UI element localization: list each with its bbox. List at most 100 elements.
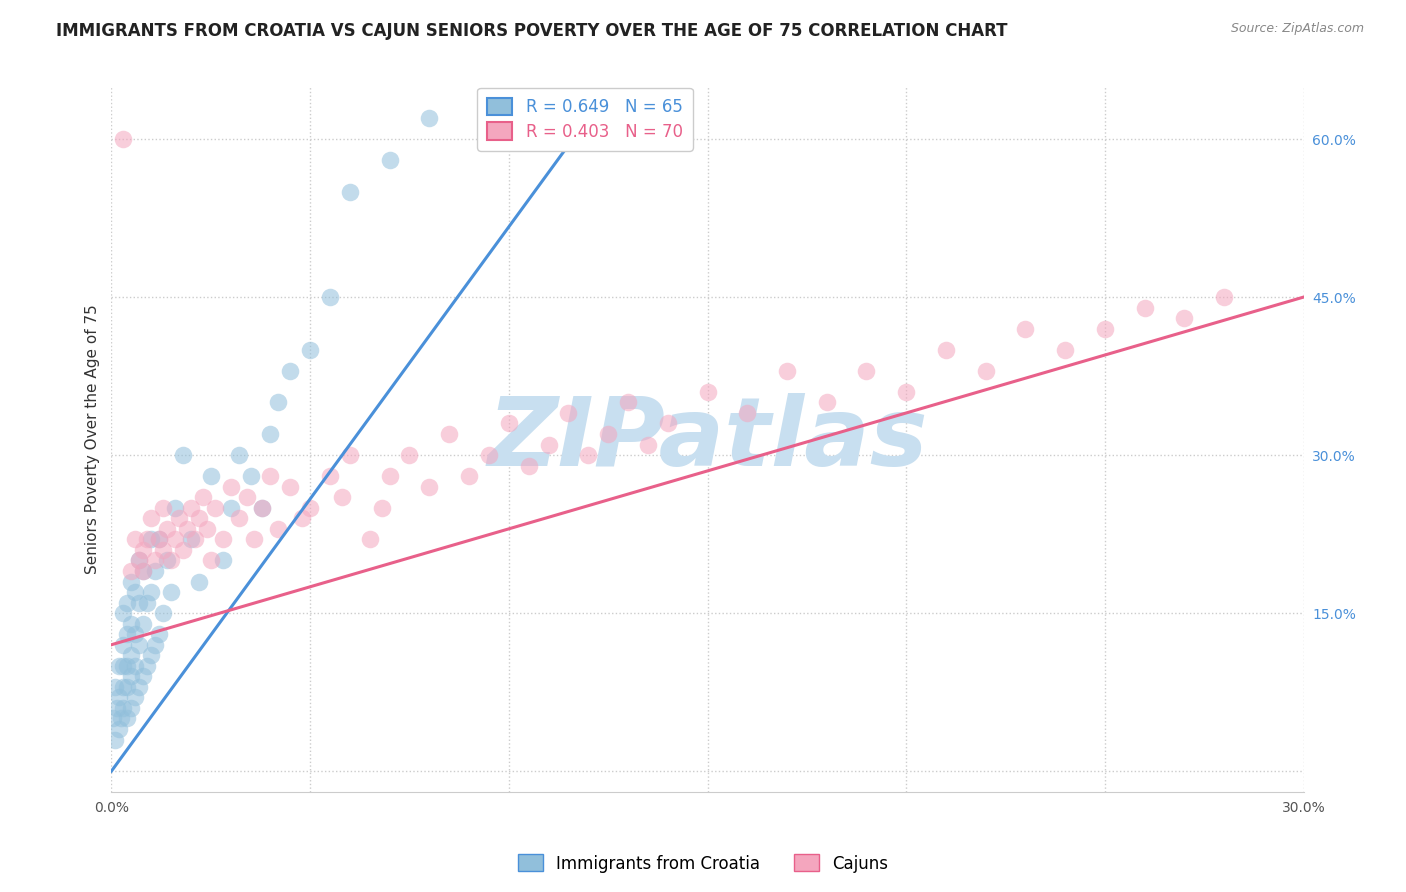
Point <box>370 500 392 515</box>
Point <box>120 574 142 589</box>
Point <box>117 658 139 673</box>
Point <box>219 480 242 494</box>
Point <box>110 711 132 725</box>
Point <box>103 711 125 725</box>
Point <box>176 522 198 536</box>
Point <box>132 669 155 683</box>
Point <box>132 542 155 557</box>
Point <box>132 564 155 578</box>
Point <box>112 658 135 673</box>
Legend: Immigrants from Croatia, Cajuns: Immigrants from Croatia, Cajuns <box>512 847 894 880</box>
Point <box>105 701 128 715</box>
Point <box>117 680 139 694</box>
Point <box>141 511 163 525</box>
Point <box>124 658 146 673</box>
Point <box>136 658 159 673</box>
Point <box>148 533 170 547</box>
Text: Source: ZipAtlas.com: Source: ZipAtlas.com <box>1230 22 1364 36</box>
Point <box>219 500 242 515</box>
Point <box>112 701 135 715</box>
Point <box>359 533 381 547</box>
Point <box>180 533 202 547</box>
Point <box>617 395 640 409</box>
Point <box>252 500 274 515</box>
Point <box>117 711 139 725</box>
Point <box>278 480 301 494</box>
Point <box>211 533 233 547</box>
Point <box>191 490 214 504</box>
Point <box>537 437 560 451</box>
Point <box>163 500 186 515</box>
Point <box>598 427 620 442</box>
Point <box>319 290 342 304</box>
Point <box>239 469 262 483</box>
Point <box>120 564 142 578</box>
Point <box>735 406 758 420</box>
Point <box>187 511 209 525</box>
Point <box>141 585 163 599</box>
Point <box>160 585 183 599</box>
Point <box>243 533 266 547</box>
Point <box>136 596 159 610</box>
Point <box>143 553 166 567</box>
Point <box>478 448 501 462</box>
Point <box>124 585 146 599</box>
Point <box>211 553 233 567</box>
Point <box>299 343 322 357</box>
Point <box>696 384 718 399</box>
Point <box>117 627 139 641</box>
Point <box>1213 290 1236 304</box>
Point <box>935 343 957 357</box>
Point <box>195 522 218 536</box>
Point <box>112 132 135 146</box>
Point <box>128 680 150 694</box>
Point <box>339 448 361 462</box>
Point <box>974 364 997 378</box>
Point <box>498 132 520 146</box>
Point <box>143 638 166 652</box>
Point <box>1173 311 1195 326</box>
Point <box>228 448 250 462</box>
Point <box>128 596 150 610</box>
Point <box>418 111 440 125</box>
Point <box>124 690 146 705</box>
Point <box>152 500 174 515</box>
Point <box>1133 301 1156 315</box>
Point <box>148 533 170 547</box>
Point <box>200 469 222 483</box>
Point <box>152 542 174 557</box>
Point <box>517 458 540 473</box>
Point <box>163 533 186 547</box>
Point <box>180 500 202 515</box>
Point <box>1054 343 1077 357</box>
Point <box>267 522 290 536</box>
Point <box>330 490 353 504</box>
Point <box>108 722 131 736</box>
Point <box>339 185 361 199</box>
Point <box>104 680 127 694</box>
Point <box>117 596 139 610</box>
Legend: R = 0.649   N = 65, R = 0.403   N = 70: R = 0.649 N = 65, R = 0.403 N = 70 <box>478 87 693 151</box>
Point <box>299 500 322 515</box>
Point <box>1014 321 1036 335</box>
Point <box>437 427 460 442</box>
Point <box>252 500 274 515</box>
Point <box>108 658 131 673</box>
Point <box>235 490 257 504</box>
Text: IMMIGRANTS FROM CROATIA VS CAJUN SENIORS POVERTY OVER THE AGE OF 75 CORRELATION : IMMIGRANTS FROM CROATIA VS CAJUN SENIORS… <box>56 22 1008 40</box>
Point <box>184 533 207 547</box>
Point <box>152 606 174 620</box>
Point <box>172 542 194 557</box>
Point <box>156 553 179 567</box>
Point <box>228 511 250 525</box>
Point <box>1094 321 1116 335</box>
Point <box>267 395 290 409</box>
Point <box>200 553 222 567</box>
Point <box>657 417 679 431</box>
Point <box>259 469 281 483</box>
Point <box>378 469 401 483</box>
Point <box>855 364 877 378</box>
Point <box>896 384 918 399</box>
Point <box>815 395 838 409</box>
Point <box>160 553 183 567</box>
